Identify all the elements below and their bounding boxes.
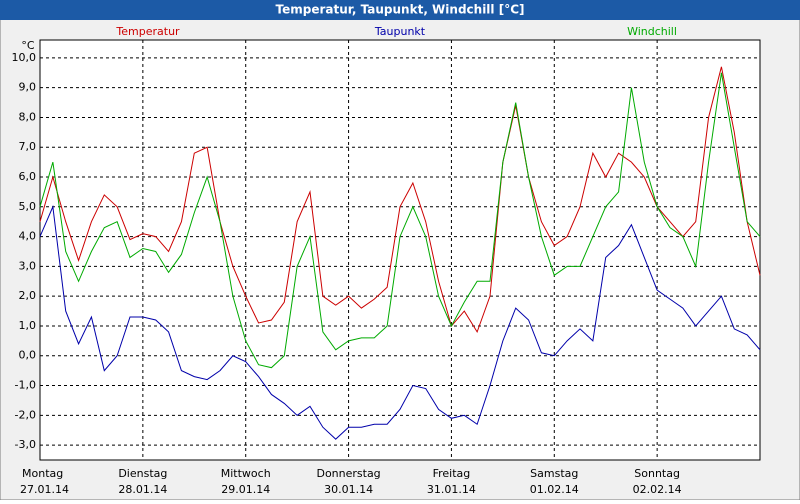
- y-tick-label: -3,0: [15, 438, 36, 451]
- y-tick-label: 1,0: [19, 319, 37, 332]
- series-line: [39, 204, 761, 440]
- x-tick-label: Samstag: [530, 467, 578, 480]
- y-tick-label: 4,0: [19, 230, 37, 243]
- y-tick-label: 6,0: [19, 170, 37, 183]
- x-tick-label: Sonntag: [634, 467, 680, 480]
- y-tick-label: 2,0: [19, 289, 37, 302]
- x-tick-label: Mittwoch: [221, 467, 271, 480]
- x-tick-label: Freitag: [433, 467, 471, 480]
- y-tick-label: 3,0: [19, 259, 37, 272]
- x-tick-date: 27.01.14: [20, 483, 69, 496]
- plot-area: [39, 39, 761, 461]
- series-line: [39, 72, 761, 369]
- y-tick-label: 5,0: [19, 200, 37, 213]
- y-tick-label: -1,0: [15, 379, 36, 392]
- legend-entry: Taupunkt: [374, 25, 426, 38]
- y-tick-label: 10,0: [12, 51, 37, 64]
- x-tick-date: 30.01.14: [324, 483, 373, 496]
- x-tick-date: 28.01.14: [118, 483, 167, 496]
- x-tick-date: 31.01.14: [427, 483, 476, 496]
- x-tick-label: Montag: [22, 467, 63, 480]
- x-tick-label: Donnerstag: [316, 467, 380, 480]
- y-tick-label: 9,0: [19, 81, 37, 94]
- y-axis-label: °C: [21, 39, 35, 52]
- legend-entry: Windchill: [627, 25, 677, 38]
- y-tick-label: 7,0: [19, 140, 37, 153]
- y-tick-label: -2,0: [15, 408, 36, 421]
- legend-entry: Temperatur: [115, 25, 180, 38]
- x-tick-date: 02.02.14: [633, 483, 682, 496]
- x-tick-date: 01.02.14: [530, 483, 579, 496]
- x-tick-label: Dienstag: [118, 467, 167, 480]
- title-bar: [0, 0, 800, 20]
- y-tick-label: 8,0: [19, 110, 37, 123]
- y-tick-label: 0,0: [19, 349, 37, 362]
- x-tick-date: 29.01.14: [221, 483, 270, 496]
- chart-title: Temperatur, Taupunkt, Windchill [°C]: [276, 3, 525, 17]
- series-line: [39, 66, 761, 334]
